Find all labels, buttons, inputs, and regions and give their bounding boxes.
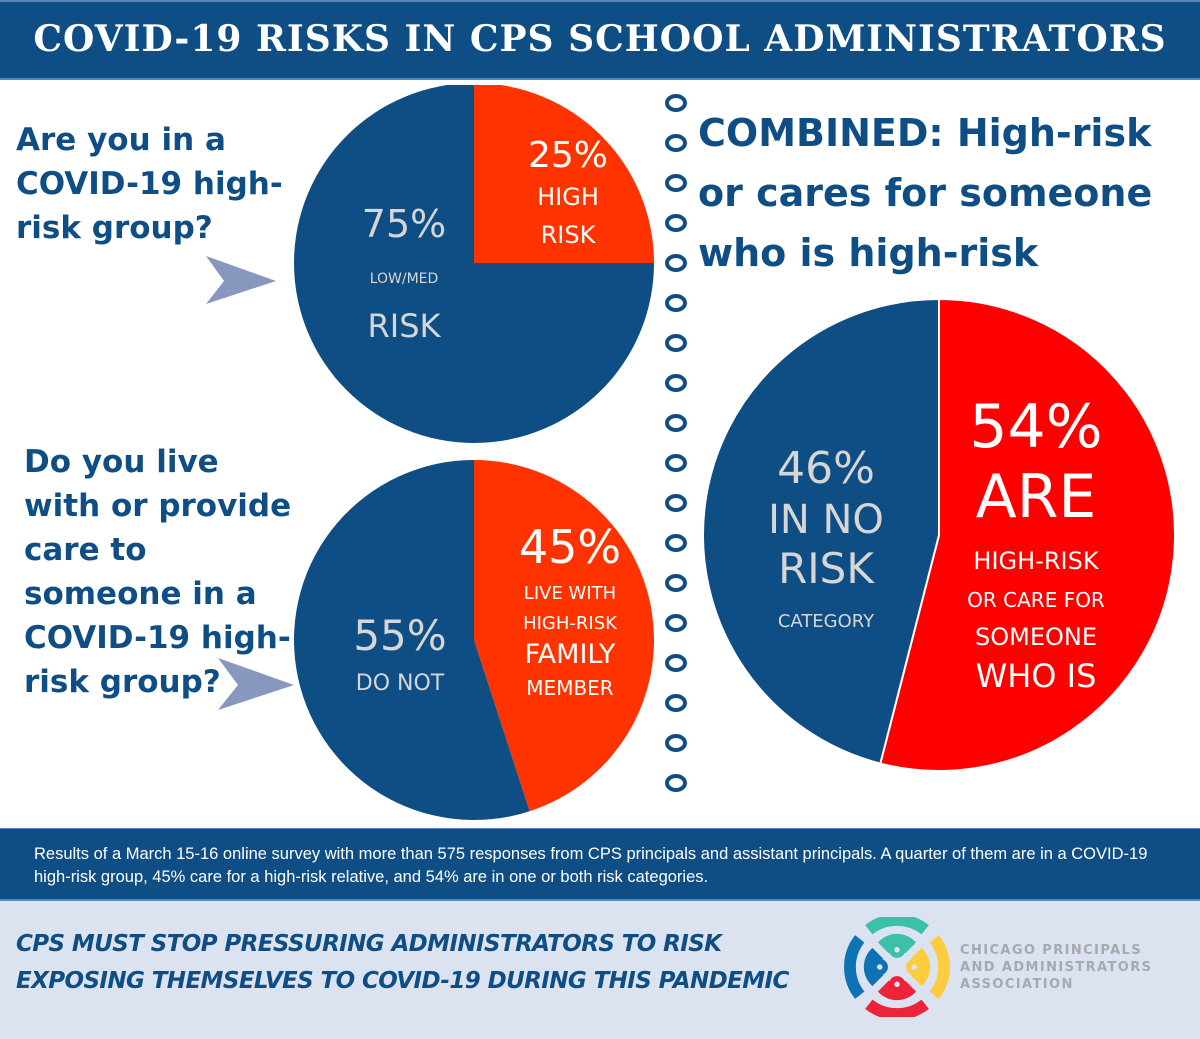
pie-data-label: ARE xyxy=(976,462,1097,532)
pie-data-label: 54% xyxy=(969,392,1102,462)
binder-ring xyxy=(665,374,687,392)
pie-data-label: MEMBER xyxy=(526,676,614,700)
question-high-risk-group: Are you in a COVID-19 high-risk group? xyxy=(16,122,283,246)
pie-data-label: 55% xyxy=(353,611,446,660)
footer: CPS MUST STOP PRESSURING ADMINISTRATORS … xyxy=(0,901,1200,1039)
pie-data-label: HIGH-RISK xyxy=(973,547,1099,575)
header-banner: COVID-19 RISKS IN CPS SCHOOL ADMINISTRAT… xyxy=(0,0,1200,80)
arrow-right-icon xyxy=(206,256,276,304)
binder-ring xyxy=(665,454,687,472)
pie-chart-high-risk: 25% HIGH RISK 75% LOW/MED RISK xyxy=(294,85,654,443)
binder-ring xyxy=(665,294,687,312)
pie-data-label: LOW/MED xyxy=(370,271,439,287)
binder-ring xyxy=(665,414,687,432)
ring-binder-divider xyxy=(663,94,689,814)
call-to-action-line2: EXPOSING THEMSELVES TO COVID-19 DURING T… xyxy=(16,968,789,994)
pie-data-label: FAMILY xyxy=(525,639,616,670)
org-name-line2: AND ADMINISTRATORS xyxy=(960,960,1153,975)
pie-slice-in-no-risk-category xyxy=(702,297,940,765)
pie-data-label: DO NOT xyxy=(356,671,445,696)
call-to-action-line1: CPS MUST STOP PRESSURING ADMINISTRATORS … xyxy=(16,931,722,957)
pie-slice-high-risk xyxy=(474,85,654,263)
pie-chart-caregiver: 45% LIVE WITH HIGH-RISK FAMILY MEMBER 55% DO N… xyxy=(294,460,654,820)
binder-ring xyxy=(665,654,687,672)
pie-data-label: 75% xyxy=(362,202,446,246)
binder-ring xyxy=(665,734,687,752)
question-live-with-high-risk: Do you live with or provide care to some… xyxy=(24,444,292,700)
pie-data-label: RISK xyxy=(541,221,597,249)
pie-data-label: 45% xyxy=(519,520,621,574)
binder-ring xyxy=(665,534,687,552)
pie-slice-low-med-risk xyxy=(294,85,654,443)
pie-chart-combined: 54%ARE HIGH-RISK OR CARE FOR SOMEONE WHO IS 4… xyxy=(702,297,1176,772)
pie-data-label: LIVE WITH xyxy=(524,583,616,604)
pie-data-label: RISK xyxy=(778,544,875,593)
org-name-line1: CHICAGO PRINCIPALS xyxy=(960,943,1142,958)
summary-banner: Results of a March 15-16 online survey w… xyxy=(0,828,1200,901)
binder-ring xyxy=(665,694,687,712)
summary-text: Results of a March 15-16 online survey w… xyxy=(34,845,1148,886)
pie-data-label: 25% xyxy=(528,135,608,176)
pie-data-label: CATEGORY xyxy=(778,611,875,632)
cpaa-logo-icon xyxy=(844,917,950,1017)
arrow-right-icon xyxy=(218,658,294,710)
pie-data-label: RISK xyxy=(368,307,442,345)
binder-ring xyxy=(665,774,687,792)
binder-ring xyxy=(665,614,687,632)
pie-slice-do-not xyxy=(294,460,530,820)
pie-slice-live-with-high-risk-family-member xyxy=(474,460,654,812)
pie-data-label: SOMEONE xyxy=(975,623,1097,651)
pie-data-label: 46% xyxy=(777,443,875,494)
binder-ring xyxy=(665,334,687,352)
page-title: COVID-19 RISKS IN CPS SCHOOL ADMINISTRAT… xyxy=(33,18,1167,60)
binder-ring xyxy=(665,134,687,152)
combined-heading: COMBINED: High-risk or cares for someone… xyxy=(698,111,1153,275)
binder-ring xyxy=(665,174,687,192)
pie-slice-are-high-risk-or-care-for-someone-who-is xyxy=(879,297,1176,772)
pie-data-label: HIGH-RISK xyxy=(523,613,618,634)
binder-ring xyxy=(665,214,687,232)
org-name: CHICAGO PRINCIPALS AND ADMINISTRATORS AS… xyxy=(960,942,1152,993)
binder-ring xyxy=(665,494,687,512)
binder-ring xyxy=(665,574,687,592)
binder-ring xyxy=(665,94,687,112)
pie-data-label: HIGH xyxy=(537,183,599,211)
binder-ring xyxy=(665,254,687,272)
pie-data-label: OR CARE FOR xyxy=(967,588,1105,612)
org-name-line3: ASSOCIATION xyxy=(960,977,1074,992)
pie-data-label: IN NO xyxy=(768,497,884,543)
call-to-action: CPS MUST STOP PRESSURING ADMINISTRATORS … xyxy=(16,926,789,1000)
pie-data-label: WHO IS xyxy=(976,657,1097,695)
